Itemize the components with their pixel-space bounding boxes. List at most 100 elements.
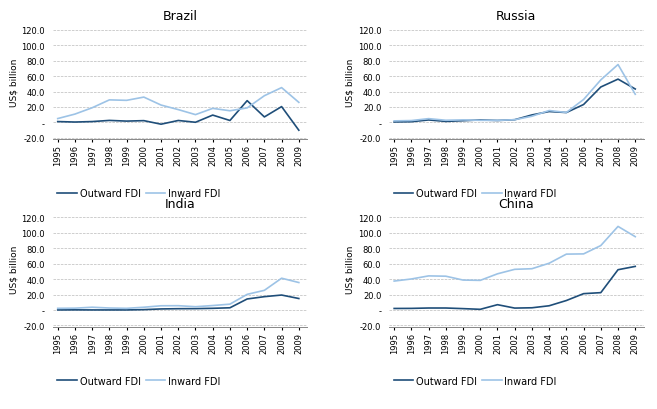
Inward FDI [140, 95, 148, 100]
Line: Outward FDI: Outward FDI [58, 101, 299, 131]
Inward FDI [88, 106, 96, 111]
Outward FDI [192, 306, 200, 311]
Line: Outward FDI: Outward FDI [394, 80, 635, 123]
Inward FDI [631, 235, 639, 240]
Outward FDI [140, 308, 148, 312]
Inward FDI [278, 86, 286, 91]
Inward FDI [209, 303, 217, 308]
Inward FDI [459, 278, 467, 283]
Outward FDI [528, 306, 536, 310]
Outward FDI [123, 119, 131, 124]
Inward FDI [424, 117, 432, 122]
Title: Russia: Russia [496, 10, 537, 23]
Line: Inward FDI: Inward FDI [58, 279, 299, 308]
Outward FDI [579, 292, 587, 297]
Inward FDI [174, 108, 182, 113]
Inward FDI [510, 267, 518, 272]
Inward FDI [243, 106, 251, 111]
Outward FDI [54, 308, 62, 312]
Inward FDI [157, 103, 165, 108]
Outward FDI [295, 128, 303, 133]
Outward FDI [631, 87, 639, 92]
Outward FDI [295, 297, 303, 301]
Outward FDI [209, 306, 217, 311]
Outward FDI [528, 113, 536, 118]
Outward FDI [510, 306, 518, 311]
Inward FDI [105, 98, 113, 103]
Inward FDI [192, 113, 200, 118]
Outward FDI [562, 111, 570, 116]
Outward FDI [174, 119, 182, 124]
Outward FDI [71, 120, 79, 125]
Outward FDI [562, 298, 570, 303]
Inward FDI [105, 306, 113, 311]
Inward FDI [71, 306, 79, 311]
Line: Inward FDI: Inward FDI [394, 65, 635, 121]
Outward FDI [459, 306, 467, 311]
Inward FDI [295, 101, 303, 106]
Inward FDI [88, 305, 96, 310]
Inward FDI [442, 274, 450, 279]
Outward FDI [614, 77, 622, 82]
Line: Outward FDI: Outward FDI [58, 295, 299, 310]
Inward FDI [424, 274, 432, 279]
Inward FDI [442, 119, 450, 124]
Outward FDI [88, 120, 96, 125]
Inward FDI [562, 111, 570, 116]
Outward FDI [123, 308, 131, 312]
Title: China: China [499, 198, 534, 211]
Outward FDI [88, 308, 96, 312]
Inward FDI [597, 243, 604, 248]
Outward FDI [407, 306, 415, 311]
Outward FDI [442, 306, 450, 311]
Outward FDI [174, 306, 182, 311]
Inward FDI [295, 281, 303, 285]
Legend: Outward FDI, Inward FDI: Outward FDI, Inward FDI [57, 376, 220, 386]
Title: India: India [165, 198, 195, 211]
Outward FDI [597, 290, 604, 295]
Outward FDI [476, 307, 484, 312]
Inward FDI [71, 112, 79, 117]
Inward FDI [493, 119, 501, 124]
Inward FDI [579, 252, 587, 257]
Inward FDI [528, 267, 536, 272]
Inward FDI [54, 117, 62, 122]
Inward FDI [192, 304, 200, 309]
Inward FDI [407, 119, 415, 124]
Inward FDI [260, 94, 268, 99]
Inward FDI [123, 306, 131, 311]
Outward FDI [140, 119, 148, 124]
Outward FDI [226, 306, 234, 310]
Outward FDI [476, 118, 484, 123]
Outward FDI [579, 103, 587, 108]
Outward FDI [442, 120, 450, 125]
Inward FDI [54, 306, 62, 311]
Y-axis label: US$ billion: US$ billion [9, 245, 18, 294]
Inward FDI [631, 92, 639, 97]
Inward FDI [390, 279, 398, 284]
Outward FDI [631, 264, 639, 269]
Outward FDI [424, 118, 432, 123]
Outward FDI [54, 120, 62, 125]
Inward FDI [510, 118, 518, 123]
Outward FDI [105, 119, 113, 124]
Outward FDI [614, 267, 622, 272]
Inward FDI [476, 278, 484, 283]
Inward FDI [209, 107, 217, 112]
Y-axis label: US$ billion: US$ billion [9, 58, 18, 106]
Inward FDI [545, 109, 553, 114]
Line: Outward FDI: Outward FDI [394, 267, 635, 310]
Outward FDI [243, 297, 251, 302]
Outward FDI [278, 105, 286, 110]
Inward FDI [390, 119, 398, 124]
Outward FDI [510, 118, 518, 123]
Outward FDI [493, 119, 501, 124]
Inward FDI [493, 272, 501, 276]
Outward FDI [597, 85, 604, 90]
Outward FDI [459, 119, 467, 124]
Outward FDI [260, 115, 268, 120]
Outward FDI [71, 308, 79, 312]
Outward FDI [407, 120, 415, 125]
Outward FDI [260, 294, 268, 299]
Inward FDI [157, 303, 165, 308]
